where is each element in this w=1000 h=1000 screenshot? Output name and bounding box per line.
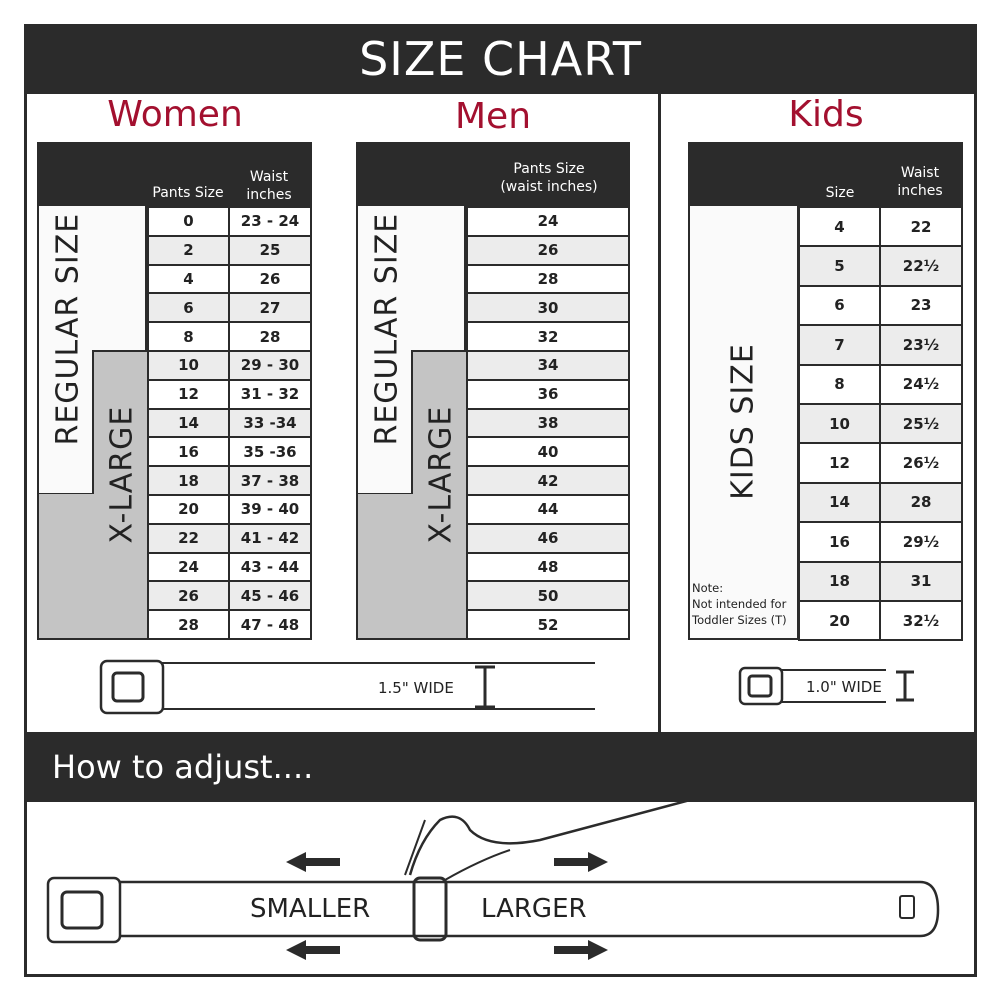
men-xl-region-lower — [356, 494, 467, 640]
kids-note: Note: Not intended for Toddler Sizes (T) — [692, 580, 797, 628]
kids-size-cell: 14 — [798, 481, 881, 524]
men-pants-size-cell: 46 — [466, 522, 630, 554]
kids-title: Kids — [788, 94, 864, 135]
women-pants-size-cell: 20 — [147, 494, 230, 525]
women-regular-label: REGULAR SIZE — [50, 212, 86, 446]
men-pants-size-cell: 28 — [466, 263, 630, 295]
women-xl-label: X-LARGE — [104, 405, 140, 544]
men-pants-size-cell: 48 — [466, 551, 630, 583]
women-xl-region-lower — [37, 494, 148, 640]
kids-waist-cell: 26½ — [879, 442, 963, 484]
women-pants-size-cell: 26 — [147, 580, 230, 612]
women-waist-cell: 25 — [228, 234, 312, 266]
kids-size-cell: 10 — [798, 403, 881, 445]
kids-waist-cell: 23 — [879, 284, 963, 327]
kids-size-cell: 5 — [798, 245, 881, 287]
women-pants-size-cell: 10 — [147, 350, 230, 381]
women-pants-size-cell: 16 — [147, 436, 230, 468]
men-table-header: Pants Size (waist inches) — [356, 142, 630, 206]
men-pants-size-cell: 42 — [466, 465, 630, 496]
women-waist-cell: 23 - 24 — [228, 206, 312, 237]
women-waist-cell: 45 - 46 — [228, 580, 312, 612]
kids-waist-cell: 25½ — [879, 403, 963, 445]
smaller-label: SMALLER — [250, 894, 371, 924]
men-pants-size-cell: 26 — [466, 234, 630, 266]
men-pants-size-cell: 44 — [466, 494, 630, 525]
women-men-belt-icon — [99, 659, 595, 715]
women-waist-cell: 47 - 48 — [228, 609, 312, 640]
women-waist-cell: 28 — [228, 321, 312, 352]
adjust-heading: How to adjust.... — [24, 732, 977, 802]
women-pants-size-cell: 12 — [147, 378, 230, 410]
women-col-pants-size: Pants Size — [152, 185, 224, 201]
women-pants-size-cell: 18 — [147, 465, 230, 496]
kids-size-cell: 4 — [798, 206, 881, 248]
kids-size-cell: 12 — [798, 442, 881, 484]
men-pants-size-cell: 40 — [466, 436, 630, 468]
women-waist-cell: 27 — [228, 292, 312, 324]
women-pants-size-cell: 2 — [147, 234, 230, 266]
women-waist-cell: 26 — [228, 263, 312, 295]
larger-label: LARGER — [481, 894, 587, 924]
kids-waist-cell: 29½ — [879, 521, 963, 563]
kids-waist-cell: 31 — [879, 560, 963, 602]
women-pants-size-cell: 4 — [147, 263, 230, 295]
women-pants-size-cell: 8 — [147, 321, 230, 352]
men-pants-size-cell: 30 — [466, 292, 630, 324]
kids-belt-width: 1.0" WIDE — [806, 678, 882, 696]
kids-waist-cell: 22½ — [879, 245, 963, 287]
men-pants-size-cell: 34 — [466, 350, 630, 381]
kids-size-label: KIDS SIZE — [725, 343, 761, 500]
adjust-belt-illustration — [46, 800, 940, 960]
page-title: SIZE CHART — [24, 24, 977, 94]
women-pants-size-cell: 14 — [147, 407, 230, 439]
women-col-waist: Waist inches — [246, 169, 292, 203]
women-waist-cell: 31 - 32 — [228, 378, 312, 410]
men-pants-size-cell: 32 — [466, 321, 630, 352]
men-col-pants-size: Pants Size (waist inches) — [500, 161, 598, 195]
kids-waist-cell: 28 — [879, 481, 963, 524]
women-waist-cell: 41 - 42 — [228, 522, 312, 554]
kids-waist-cell: 23½ — [879, 324, 963, 366]
kids-size-cell: 16 — [798, 521, 881, 563]
women-belt-width: 1.5" WIDE — [378, 679, 454, 697]
women-title: Women — [107, 94, 243, 135]
women-waist-cell: 33 -34 — [228, 407, 312, 439]
women-waist-cell: 39 - 40 — [228, 494, 312, 525]
men-xl-label: X-LARGE — [423, 405, 459, 544]
women-waist-cell: 29 - 30 — [228, 350, 312, 381]
kids-table-header: Size Waist inches — [688, 142, 963, 206]
kids-belt-icon — [738, 666, 914, 706]
women-waist-cell: 35 -36 — [228, 436, 312, 468]
kids-size-cell: 18 — [798, 560, 881, 602]
men-title: Men — [454, 96, 532, 137]
women-pants-size-cell: 24 — [147, 551, 230, 583]
kids-note-text: Not intended for Toddler Sizes (T) — [692, 597, 787, 627]
kids-size-cell: 7 — [798, 324, 881, 366]
kids-size-cell: 20 — [798, 600, 881, 642]
kids-waist-cell: 22 — [879, 206, 963, 248]
women-pants-size-cell: 0 — [147, 206, 230, 237]
kids-col-size: Size — [825, 185, 855, 201]
kids-col-waist: Waist inches — [897, 165, 943, 199]
men-pants-size-cell: 36 — [466, 378, 630, 410]
women-pants-size-cell: 6 — [147, 292, 230, 324]
kids-waist-cell: 32½ — [879, 600, 963, 642]
section-divider — [658, 94, 661, 734]
kids-note-heading: Note: — [692, 581, 724, 595]
women-pants-size-cell: 28 — [147, 609, 230, 640]
kids-size-cell: 6 — [798, 284, 881, 327]
men-regular-label: REGULAR SIZE — [369, 212, 405, 446]
kids-size-cell: 8 — [798, 363, 881, 405]
women-table-header: Pants Size Waist inches — [37, 142, 312, 206]
men-pants-size-cell: 50 — [466, 580, 630, 612]
kids-label-region — [688, 206, 799, 640]
women-pants-size-cell: 22 — [147, 522, 230, 554]
men-pants-size-cell: 52 — [466, 609, 630, 640]
women-waist-cell: 37 - 38 — [228, 465, 312, 496]
women-waist-cell: 43 - 44 — [228, 551, 312, 583]
men-pants-size-cell: 24 — [466, 206, 630, 237]
men-pants-size-cell: 38 — [466, 407, 630, 439]
kids-waist-cell: 24½ — [879, 363, 963, 405]
